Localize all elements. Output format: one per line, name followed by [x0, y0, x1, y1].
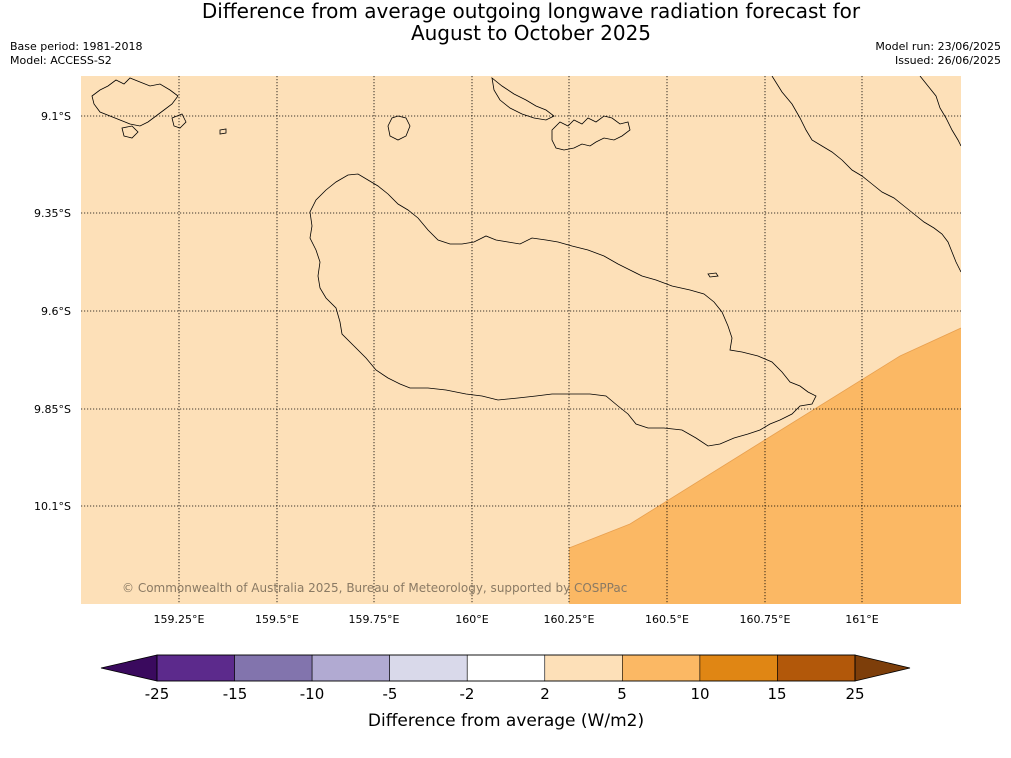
colorbar-tick-label: 15 — [767, 685, 786, 703]
colorbar-segment — [699, 654, 778, 682]
meta-right: Model run: 23/06/2025 Issued: 26/06/2025 — [875, 40, 1001, 68]
colorbar-label: Difference from average (W/m2) — [368, 711, 644, 731]
colorbar-segment — [156, 654, 235, 682]
colorbar-tick-label: 2 — [540, 685, 550, 703]
anomaly-region-edge — [568, 327, 961, 549]
title-line-2: August to October 2025 — [410, 21, 652, 45]
lon-label: 160.25°E — [544, 613, 595, 626]
russell-islands-coastline — [387, 115, 411, 141]
longitude-labels: 159.25°E 159.5°E 159.75°E 160°E 160.25°E… — [154, 613, 879, 626]
colorbar-segment — [544, 654, 623, 682]
colorbar-tick-label: 10 — [690, 685, 709, 703]
lat-label: 9.6°S — [41, 305, 71, 318]
colorbar-tick-label: 5 — [617, 685, 627, 703]
colorbar-tick-label: -10 — [300, 685, 325, 703]
copyright-notice: © Commonwealth of Australia 2025, Bureau… — [122, 581, 627, 595]
lat-label: 9.85°S — [34, 403, 71, 416]
small-island-coastline — [707, 272, 719, 278]
meta-left: Base period: 1981-2018 Model: ACCESS-S2 — [10, 40, 142, 68]
western-island-c-coastline — [219, 128, 227, 135]
lat-label: 9.1°S — [41, 110, 71, 123]
colorbar-ticks: -25 -15 -10 -5 -2 2 5 10 15 25 — [145, 685, 865, 703]
colorbar-tick-label: -15 — [223, 685, 248, 703]
lon-label: 159.25°E — [154, 613, 205, 626]
map-title: Difference from average outgoing longwav… — [0, 0, 1011, 44]
western-island-a-coastline — [121, 125, 139, 139]
colorbar-extend-low — [100, 654, 158, 682]
nggela-islands-coastline — [551, 115, 631, 151]
map-panel: © Commonwealth of Australia 2025, Bureau… — [34, 76, 961, 626]
malaita-coastline — [771, 76, 961, 273]
colorbar-outline — [156, 654, 856, 682]
title-line-1: Difference from average outgoing longwav… — [201, 0, 861, 23]
western-island-b-coastline — [171, 113, 187, 129]
colorbar-tick-label: 25 — [845, 685, 864, 703]
model-name: Model: ACCESS-S2 — [10, 54, 112, 67]
colorbar-segment — [234, 654, 313, 682]
florida-islands-coastline — [491, 77, 555, 121]
lat-label: 9.35°S — [34, 207, 71, 220]
lat-label: 10.1°S — [34, 500, 71, 513]
new-georgia-coastline — [91, 77, 179, 127]
coastlines — [91, 76, 961, 447]
lon-label: 159.75°E — [349, 613, 400, 626]
colorbar-tick-label: -25 — [145, 685, 170, 703]
issued-date: Issued: 26/06/2025 — [894, 54, 1001, 67]
guadalcanal-coastline — [309, 173, 817, 447]
colorbar-segment — [389, 654, 468, 682]
lon-label: 159.5°E — [255, 613, 299, 626]
lon-label: 160.5°E — [645, 613, 689, 626]
colorbar-extend-high — [854, 654, 911, 682]
model-run: Model run: 23/06/2025 — [875, 40, 1001, 53]
malaita-north-coastline — [919, 76, 961, 147]
colorbar-tick-label: -2 — [460, 685, 475, 703]
gridlines — [81, 76, 961, 604]
colorbar-segment — [622, 654, 701, 682]
colorbar-segments — [156, 654, 856, 682]
colorbar-segment — [311, 654, 390, 682]
latitude-labels: 9.1°S 9.35°S 9.6°S 9.85°S 10.1°S — [34, 110, 71, 513]
lon-label: 161°E — [845, 613, 878, 626]
base-period: Base period: 1981-2018 — [10, 40, 143, 53]
lon-label: 160°E — [455, 613, 488, 626]
colorbar-segment — [777, 654, 856, 682]
lon-label: 160.75°E — [740, 613, 791, 626]
colorbar-tick-label: -5 — [383, 685, 398, 703]
colorbar-segment — [466, 654, 546, 682]
